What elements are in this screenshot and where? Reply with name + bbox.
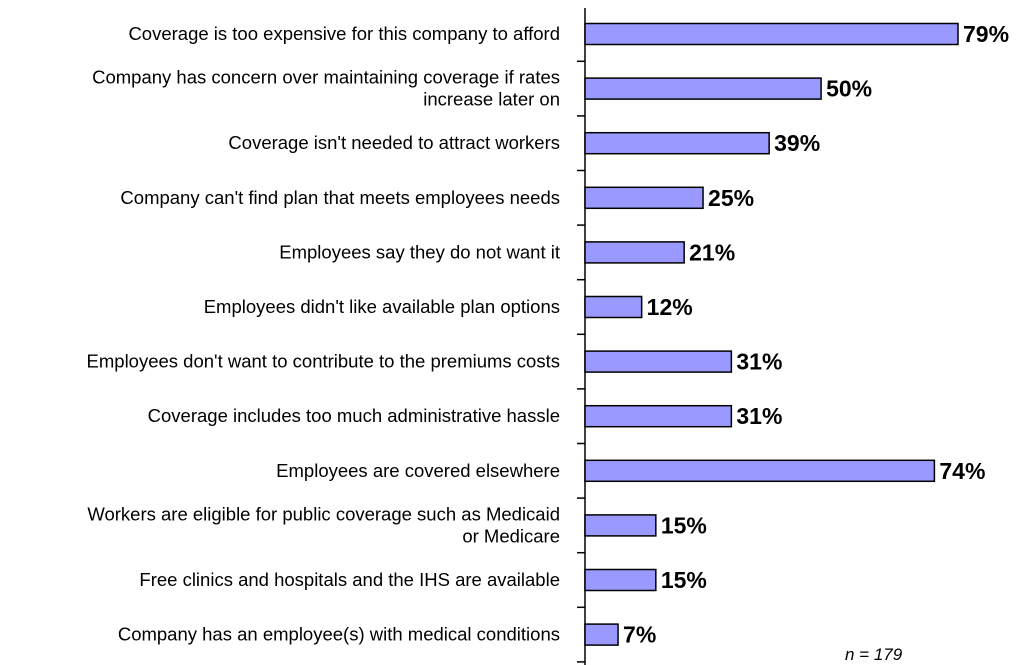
- bar: [584, 568, 657, 592]
- bar: [584, 295, 643, 319]
- value-label: 7%: [623, 622, 656, 648]
- bars: [584, 22, 959, 646]
- category-label: Company has concern over maintaining cov…: [92, 67, 560, 88]
- category-label: Coverage is too expensive for this compa…: [128, 23, 560, 44]
- category-label: Coverage isn't needed to attract workers: [228, 132, 560, 153]
- category-label: Free clinics and hospitals and the IHS a…: [139, 569, 560, 590]
- category-label: Workers are eligible for public coverage…: [87, 503, 560, 524]
- bar: [584, 350, 733, 373]
- sample-size-note: n = 179: [845, 645, 903, 664]
- category-label: increase later on: [423, 89, 560, 110]
- value-label: 15%: [661, 567, 707, 593]
- value-label: 25%: [708, 185, 754, 211]
- category-label: Coverage includes too much administrativ…: [148, 405, 560, 426]
- bar: [584, 77, 822, 100]
- bar: [584, 459, 936, 483]
- category-label: Employees don't want to contribute to th…: [87, 351, 560, 372]
- value-label: 15%: [661, 512, 707, 538]
- value-labels: 79% 50% 39% 25% 21% 12% 31% 31% 74% 15% 15% 7%: [623, 21, 1009, 648]
- bar: [584, 186, 704, 210]
- value-label: 74%: [939, 458, 985, 484]
- bar: [584, 514, 657, 537]
- category-label: Employees didn't like available plan opt…: [204, 296, 560, 317]
- value-label: 31%: [736, 349, 782, 375]
- bar: [584, 22, 959, 46]
- bar: [584, 623, 619, 646]
- category-labels: Coverage is too expensive for this compa…: [87, 23, 560, 645]
- bar: [584, 131, 770, 155]
- bar: [584, 404, 733, 428]
- value-label: 50%: [826, 76, 872, 102]
- category-label: Employees say they do not want it: [279, 241, 560, 262]
- category-label: or Medicare: [462, 525, 560, 546]
- value-label: 39%: [774, 130, 820, 156]
- value-label: 79%: [963, 21, 1009, 47]
- category-axis: [577, 8, 586, 665]
- value-label: 21%: [689, 239, 735, 265]
- category-label: Company can't find plan that meets emplo…: [120, 187, 560, 208]
- bar: [584, 241, 685, 264]
- category-label: Employees are covered elsewhere: [276, 460, 560, 481]
- value-label: 31%: [736, 403, 782, 429]
- value-label: 12%: [647, 294, 693, 320]
- category-label: Company has an employee(s) with medical …: [118, 624, 560, 645]
